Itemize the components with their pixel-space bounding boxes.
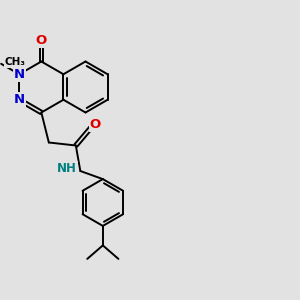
Text: NH: NH <box>57 161 77 175</box>
Text: N: N <box>14 68 25 81</box>
Text: N: N <box>14 93 25 106</box>
Text: O: O <box>36 34 47 47</box>
Text: CH₃: CH₃ <box>4 57 25 67</box>
Text: O: O <box>90 118 101 131</box>
